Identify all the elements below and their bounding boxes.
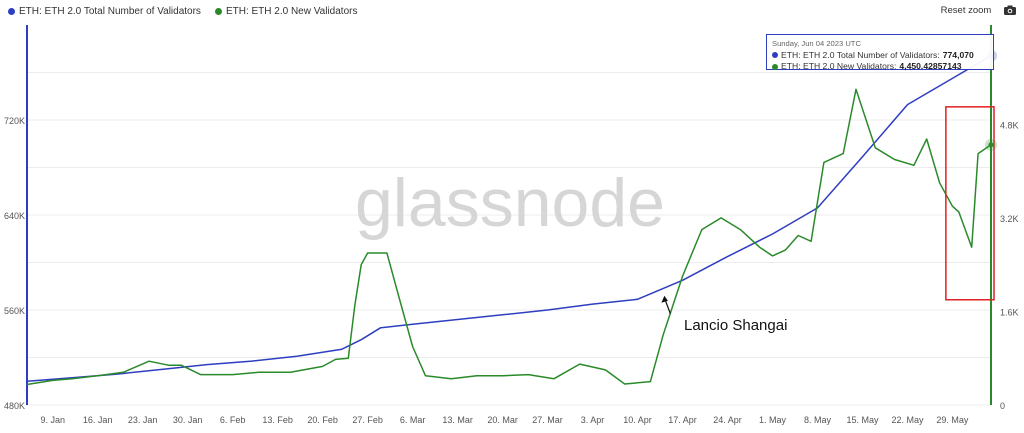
- x-tick-label: 20. Mar: [487, 415, 518, 425]
- x-tick-label: 20. Feb: [307, 415, 338, 425]
- x-tick-label: 3. Apr: [581, 415, 605, 425]
- annotation-arrow-head: [661, 295, 668, 303]
- x-tick-label: 27. Feb: [352, 415, 383, 425]
- x-tick-label: 22. May: [891, 415, 924, 425]
- x-tick-label: 15. May: [846, 415, 879, 425]
- x-tick-label: 13. Mar: [442, 415, 473, 425]
- tooltip-new-label: ETH: ETH 2.0 New Validators:: [781, 61, 897, 71]
- y-left-tick-label: 720K: [4, 116, 25, 126]
- tooltip-total-marker: [772, 52, 778, 59]
- x-tick-label: 17. Apr: [668, 415, 697, 425]
- tooltip-total-value: 774,070: [942, 49, 974, 60]
- grid-lines: [27, 72, 991, 406]
- x-tick-label: 6. Mar: [400, 415, 426, 425]
- x-tick-label: 6. Feb: [220, 415, 246, 425]
- series-line-new-validators: [26, 88, 992, 386]
- tooltip-new-marker: [772, 63, 778, 70]
- reset-zoom-button[interactable]: Reset zoom: [938, 3, 994, 18]
- legend-new-marker: [214, 8, 222, 15]
- x-tick-label: 27. Mar: [532, 415, 563, 425]
- y-right-tick-label: 1.6K: [1000, 307, 1019, 317]
- legend-total-label: ETH: ETH 2.0 Total Number of Validators: [19, 6, 201, 17]
- x-tick-label: 8. May: [804, 415, 832, 425]
- tooltip: Sunday, Jun 04 2023 UTC ETH: ETH 2.0 Tot…: [766, 34, 994, 73]
- tooltip-new-value: 4,450.42857143: [899, 61, 962, 71]
- tooltip-row-total: ETH: ETH 2.0 Total Number of Validators:…: [772, 50, 988, 62]
- x-tick-labels: 9. Jan 16. Jan 23. Jan 30. Jan 6. Feb 13. Feb…: [40, 415, 969, 425]
- legend-item-new[interactable]: ETH: ETH 2.0 New Validators: [214, 6, 358, 17]
- tooltip-row-new: ETH: ETH 2.0 New Validators: 4,450.42857…: [772, 61, 988, 73]
- y-left-tick-label: 480K: [4, 401, 25, 411]
- x-tick-label: 13. Feb: [262, 415, 293, 425]
- legend-item-total[interactable]: ETH: ETH 2.0 Total Number of Validators: [8, 6, 201, 17]
- x-tick-label: 1. May: [759, 415, 787, 425]
- watermark: glassnode: [355, 165, 665, 241]
- y-left-tick-label: 640K: [4, 211, 25, 221]
- camera-icon[interactable]: [1004, 5, 1016, 15]
- y-right-tick-label: 4.8K: [1000, 120, 1019, 130]
- y-left-tick-labels: 480K 560K 640K 720K: [4, 116, 25, 411]
- series-layer: [26, 55, 992, 386]
- x-tick-label: 23. Jan: [128, 415, 158, 425]
- x-tick-label: 10. Apr: [623, 415, 652, 425]
- annotation-label: Lancio Shangai: [684, 317, 788, 334]
- y-right-tick-label: 0: [1000, 401, 1005, 411]
- x-tick-label: 16. Jan: [83, 415, 113, 425]
- x-tick-label: 29. May: [936, 415, 969, 425]
- x-tick-label: 30. Jan: [173, 415, 203, 425]
- y-right-tick-label: 3.2K: [1000, 214, 1019, 224]
- legend-new-label: ETH: ETH 2.0 New Validators: [225, 6, 358, 17]
- annotation-arrow: [661, 295, 671, 314]
- hover-marker-new: [988, 142, 994, 148]
- y-right-tick-labels: 0 1.6K 3.2K 4.8K: [1000, 120, 1019, 411]
- highlight-box: [945, 106, 995, 301]
- x-tick-label: 9. Jan: [40, 415, 65, 425]
- legend-total-marker: [8, 8, 15, 15]
- x-tick-label: 24. Apr: [713, 415, 742, 425]
- tooltip-date: Sunday, Jun 04 2023 UTC: [772, 39, 861, 48]
- y-left-tick-label: 560K: [4, 306, 25, 316]
- legend: ETH: ETH 2.0 Total Number of Validators …: [8, 6, 357, 17]
- series-line-total-validators: [26, 55, 992, 383]
- tooltip-total-label: ETH: ETH 2.0 Total Number of Validators:: [781, 49, 940, 60]
